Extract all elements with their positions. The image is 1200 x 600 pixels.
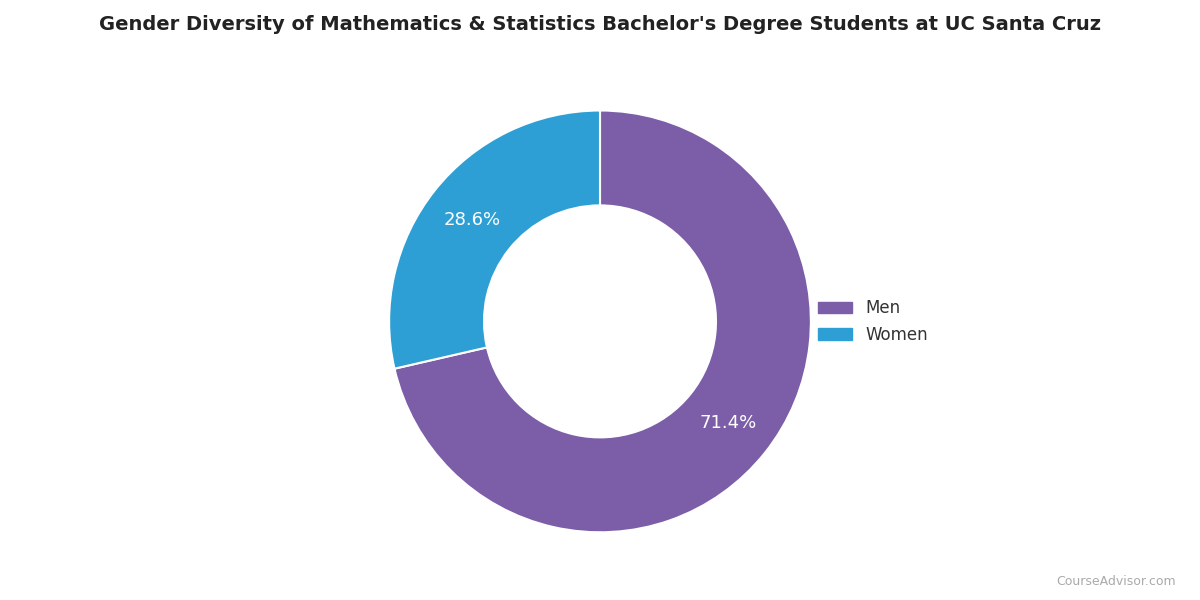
- Text: 28.6%: 28.6%: [444, 211, 500, 229]
- Wedge shape: [395, 110, 811, 532]
- Text: 71.4%: 71.4%: [700, 414, 756, 432]
- Legend: Men, Women: Men, Women: [811, 293, 935, 350]
- Text: CourseAdvisor.com: CourseAdvisor.com: [1056, 575, 1176, 588]
- Wedge shape: [389, 110, 600, 368]
- Title: Gender Diversity of Mathematics & Statistics Bachelor's Degree Students at UC Sa: Gender Diversity of Mathematics & Statis…: [100, 15, 1102, 34]
